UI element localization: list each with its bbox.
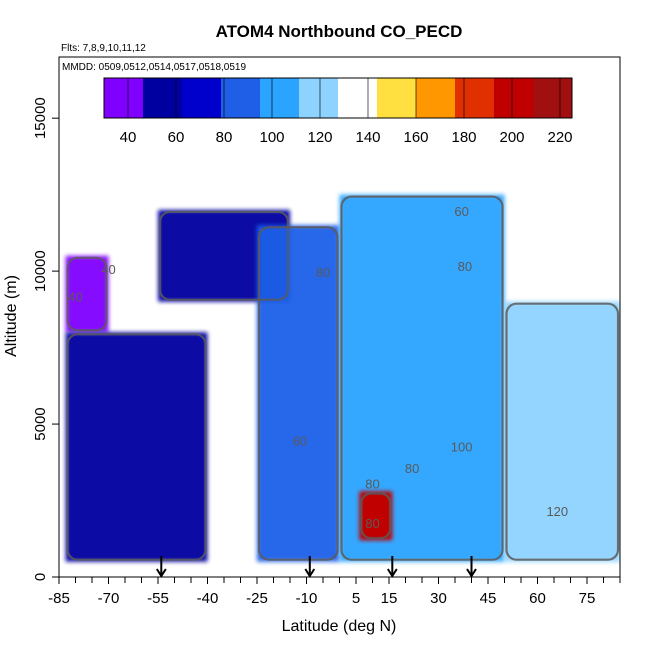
heatmap-region	[504, 301, 620, 562]
heatmap-region	[65, 332, 208, 562]
contour-label: 40	[68, 290, 82, 305]
x-tick-label: 75	[579, 590, 596, 607]
colorbar-swatch	[416, 78, 456, 118]
x-tick-label: -85	[48, 590, 70, 607]
contour-label: 80	[458, 259, 472, 274]
colorbar-swatch	[221, 78, 261, 118]
colorbar-tick-label: 200	[499, 129, 524, 146]
y-tick-label: 10000	[32, 250, 49, 292]
x-axis-label: Latitude (deg N)	[282, 618, 397, 635]
contour-lines	[66, 195, 620, 561]
heatmap-region	[65, 255, 109, 333]
x-tick-label: -40	[197, 590, 219, 607]
x-tick-label: -70	[98, 590, 120, 607]
contour-line-40	[66, 256, 108, 332]
flight-marker-arrowhead	[466, 568, 477, 578]
flight-marker-arrowhead	[304, 568, 316, 578]
y-tick-label: 5000	[32, 407, 49, 440]
heatmap-region	[359, 491, 393, 541]
flight-markers	[155, 556, 477, 578]
colorbar-swatch	[338, 78, 378, 118]
contour-label: 60	[454, 204, 468, 219]
flight-marker-arrowhead	[386, 568, 398, 578]
flights-note: Flts: 7,8,9,10,11,12	[61, 43, 146, 54]
colorbar-swatch	[143, 78, 183, 118]
dates-note: MMDD: 0509,0512,0514,0517,0518,0519	[62, 62, 246, 73]
colorbar-tick-label: 180	[451, 129, 476, 146]
contour-line-100	[340, 195, 504, 561]
plot-area: 40 40 60 60 80 80 80 80 80 100 120	[65, 194, 620, 562]
contour-labels: 40 40 60 60 80 80 80 80 80 100 120	[68, 204, 568, 531]
contour-line-60	[158, 210, 290, 301]
x-tick-label: -55	[147, 590, 169, 607]
contour-line-80	[257, 226, 339, 561]
heatmap-region	[257, 225, 340, 562]
contour-label: 80	[316, 265, 330, 280]
x-tick-label: 5	[352, 590, 360, 607]
colorbar-swatch	[260, 78, 300, 118]
colorbar-swatch	[494, 78, 534, 118]
colorbar-swatch	[182, 78, 222, 118]
y-axis-label: Altitude (m)	[3, 275, 20, 357]
colorbar-swatch	[377, 78, 417, 118]
colorbar: 40 60 80 100 120 140 160 180 200 220	[103, 77, 573, 146]
x-tick-label: 60	[529, 590, 546, 607]
x-axis: -85 -70 -55 -40 -25 -10 5 15 30 45 60 75	[48, 577, 621, 607]
colorbar-tick-label: 220	[547, 129, 572, 146]
heatmap-fields	[65, 194, 620, 562]
x-tick-label: 15	[381, 590, 398, 607]
colorbar-tick-label: 80	[216, 129, 233, 146]
contour-line-60	[66, 333, 207, 561]
colorbar-tick-label: 120	[307, 129, 332, 146]
colorbar-tick-label: 40	[120, 129, 137, 146]
colorbar-tick-label: 140	[355, 129, 380, 146]
x-tick-label: 30	[430, 590, 447, 607]
contour-line-180	[360, 492, 392, 540]
contour-label: 40	[101, 262, 115, 277]
contour-label: 80	[365, 516, 379, 531]
colorbar-swatch	[299, 78, 339, 118]
y-axis: 0 5000 10000 15000	[32, 97, 59, 581]
colorbar-swatch	[533, 78, 573, 118]
colorbar-tick-label: 100	[259, 129, 284, 146]
y-tick-label: 0	[32, 573, 49, 581]
contour-label: 120	[546, 504, 568, 519]
contour-label: 100	[451, 440, 473, 455]
colorbar-tick-label: 160	[403, 129, 428, 146]
contour-label: 60	[293, 433, 307, 448]
contour-label: 80	[405, 461, 419, 476]
colorbar-tick-label: 60	[168, 129, 185, 146]
colorbar-frame	[103, 77, 573, 119]
x-tick-label: -25	[246, 590, 268, 607]
contour-label: 80	[365, 476, 379, 491]
y-tick-label: 15000	[32, 97, 49, 139]
contour-line-120	[505, 302, 620, 561]
colorbar-swatch	[104, 78, 144, 118]
chart-title: ATOM4 Northbound CO_PECD	[216, 22, 463, 41]
x-tick-label: 45	[480, 590, 497, 607]
x-tick-label: -10	[296, 590, 318, 607]
colorbar-swatch	[455, 78, 495, 118]
flight-marker-arrowhead	[155, 568, 167, 578]
